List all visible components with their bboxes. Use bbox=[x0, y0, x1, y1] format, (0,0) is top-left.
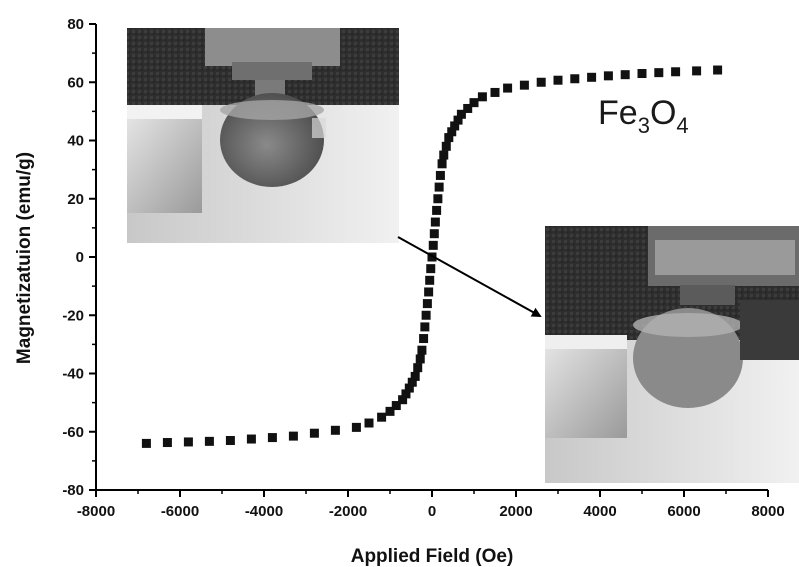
data-point bbox=[364, 418, 374, 428]
data-point bbox=[469, 98, 479, 108]
data-point bbox=[456, 109, 466, 119]
data-point bbox=[410, 371, 420, 381]
compound-label: Fe3O4 bbox=[598, 94, 689, 138]
inset-photo-left bbox=[127, 28, 399, 243]
data-point bbox=[421, 310, 431, 320]
inset-photo-right bbox=[545, 226, 799, 483]
data-point bbox=[432, 205, 442, 215]
y-tick-label: 60 bbox=[67, 74, 84, 91]
data-point bbox=[587, 72, 597, 82]
data-point bbox=[425, 275, 435, 285]
data-point bbox=[503, 83, 513, 93]
data-point bbox=[463, 103, 473, 113]
data-point bbox=[570, 74, 580, 84]
x-tick-label: -6000 bbox=[161, 503, 199, 520]
data-point bbox=[447, 127, 457, 137]
data-point bbox=[620, 70, 630, 80]
y-tick-label: -60 bbox=[62, 424, 84, 441]
y-tick-label: -40 bbox=[62, 366, 84, 383]
y-tick-label: 40 bbox=[67, 133, 84, 150]
x-tick-label: 0 bbox=[428, 503, 436, 520]
data-point bbox=[433, 194, 443, 204]
data-point bbox=[288, 431, 298, 441]
data-point bbox=[417, 345, 427, 355]
data-point bbox=[692, 66, 702, 76]
data-point bbox=[490, 87, 500, 97]
x-tick-label: 6000 bbox=[667, 503, 700, 520]
data-point bbox=[441, 141, 451, 151]
data-point bbox=[407, 377, 417, 387]
data-point bbox=[430, 217, 440, 227]
y-tick-label: 20 bbox=[67, 191, 84, 208]
data-point bbox=[398, 395, 408, 405]
y-axis-title: Magnetizatuion (emu/g) bbox=[14, 152, 35, 364]
data-point bbox=[553, 75, 563, 85]
data-point bbox=[453, 115, 463, 125]
data-series bbox=[141, 65, 723, 448]
data-point bbox=[391, 401, 401, 411]
data-point bbox=[713, 65, 723, 75]
data-point bbox=[444, 133, 454, 143]
data-point bbox=[420, 322, 430, 332]
y-tick-label: 80 bbox=[67, 16, 84, 33]
data-point bbox=[435, 170, 445, 180]
data-point bbox=[204, 436, 214, 446]
data-point bbox=[413, 363, 423, 373]
y-tick-label: -80 bbox=[62, 482, 84, 499]
data-point bbox=[428, 240, 438, 250]
x-tick-label: -2000 bbox=[329, 503, 367, 520]
x-axis-title: Applied Field (Oe) bbox=[351, 546, 514, 567]
x-tick-label: -4000 bbox=[245, 503, 283, 520]
data-point bbox=[419, 334, 429, 344]
data-point bbox=[422, 299, 432, 309]
data-point bbox=[603, 71, 613, 81]
x-tick-label: 4000 bbox=[583, 503, 616, 520]
data-point bbox=[437, 159, 447, 169]
annotation-arrow bbox=[397, 236, 542, 317]
data-point bbox=[377, 412, 387, 422]
data-point bbox=[654, 68, 664, 78]
data-point bbox=[536, 77, 546, 87]
x-tick-label: 8000 bbox=[751, 503, 784, 520]
data-point bbox=[415, 354, 425, 364]
data-point bbox=[404, 383, 414, 393]
data-point bbox=[477, 92, 487, 102]
data-point bbox=[162, 438, 172, 448]
data-point bbox=[424, 287, 434, 297]
data-point bbox=[267, 433, 277, 443]
data-point bbox=[401, 389, 411, 399]
data-point bbox=[330, 425, 340, 435]
y-tick-label: 0 bbox=[76, 249, 84, 266]
data-point bbox=[637, 69, 647, 79]
y-tick-label: -20 bbox=[62, 307, 84, 324]
data-point bbox=[183, 437, 193, 447]
data-point bbox=[439, 150, 449, 160]
data-point bbox=[351, 422, 361, 432]
data-point bbox=[434, 182, 444, 192]
data-point bbox=[246, 434, 256, 444]
axes: -8000 -6000 -4000 -2000 0 2000 4000 6000 8000 80 6… bbox=[62, 16, 784, 520]
x-tick-label: 2000 bbox=[499, 503, 532, 520]
data-point bbox=[309, 428, 319, 438]
data-point bbox=[519, 80, 529, 90]
data-point bbox=[429, 229, 439, 239]
data-point bbox=[225, 435, 235, 445]
data-point bbox=[671, 67, 681, 77]
data-point bbox=[450, 121, 460, 131]
x-tick-label: -8000 bbox=[77, 503, 115, 520]
data-point bbox=[385, 406, 395, 416]
data-point bbox=[141, 438, 151, 448]
data-point bbox=[426, 264, 436, 274]
